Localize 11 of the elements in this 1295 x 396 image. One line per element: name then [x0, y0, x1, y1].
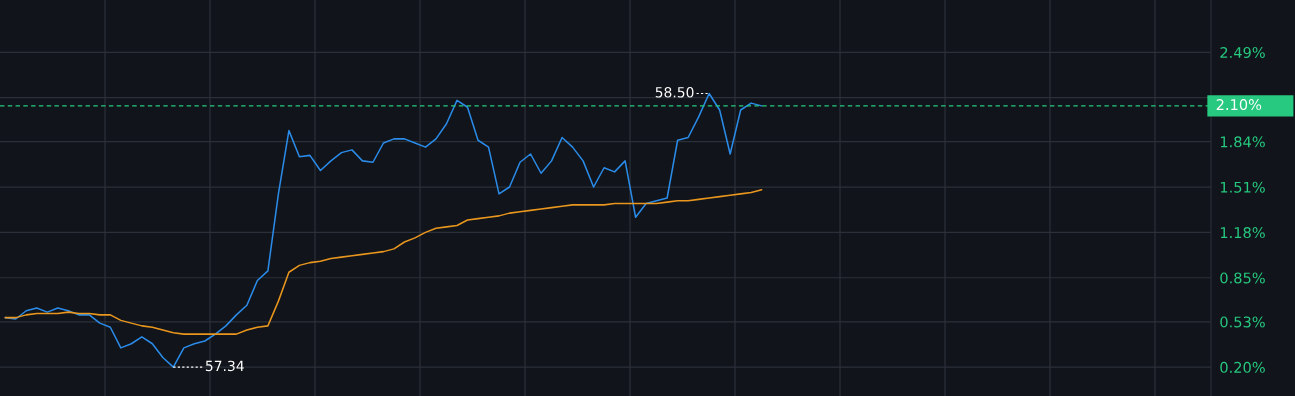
- y-tick-label: 2.49%: [1220, 46, 1265, 58]
- ref-line-label: 2.10%: [1216, 99, 1262, 111]
- y-tick-label: 0.85%: [1220, 272, 1265, 284]
- y-tick-label: 1.51%: [1220, 181, 1265, 193]
- y-tick-label: 0.53%: [1220, 316, 1265, 328]
- annotation: 57.34: [205, 360, 244, 372]
- annotation: 58.50: [655, 87, 694, 98]
- y-tick-label: 1.84%: [1220, 136, 1265, 148]
- y-tick-label: 1.18%: [1220, 227, 1265, 239]
- line-series: [4, 188, 763, 335]
- y-tick-label: 0.20%: [1220, 361, 1265, 373]
